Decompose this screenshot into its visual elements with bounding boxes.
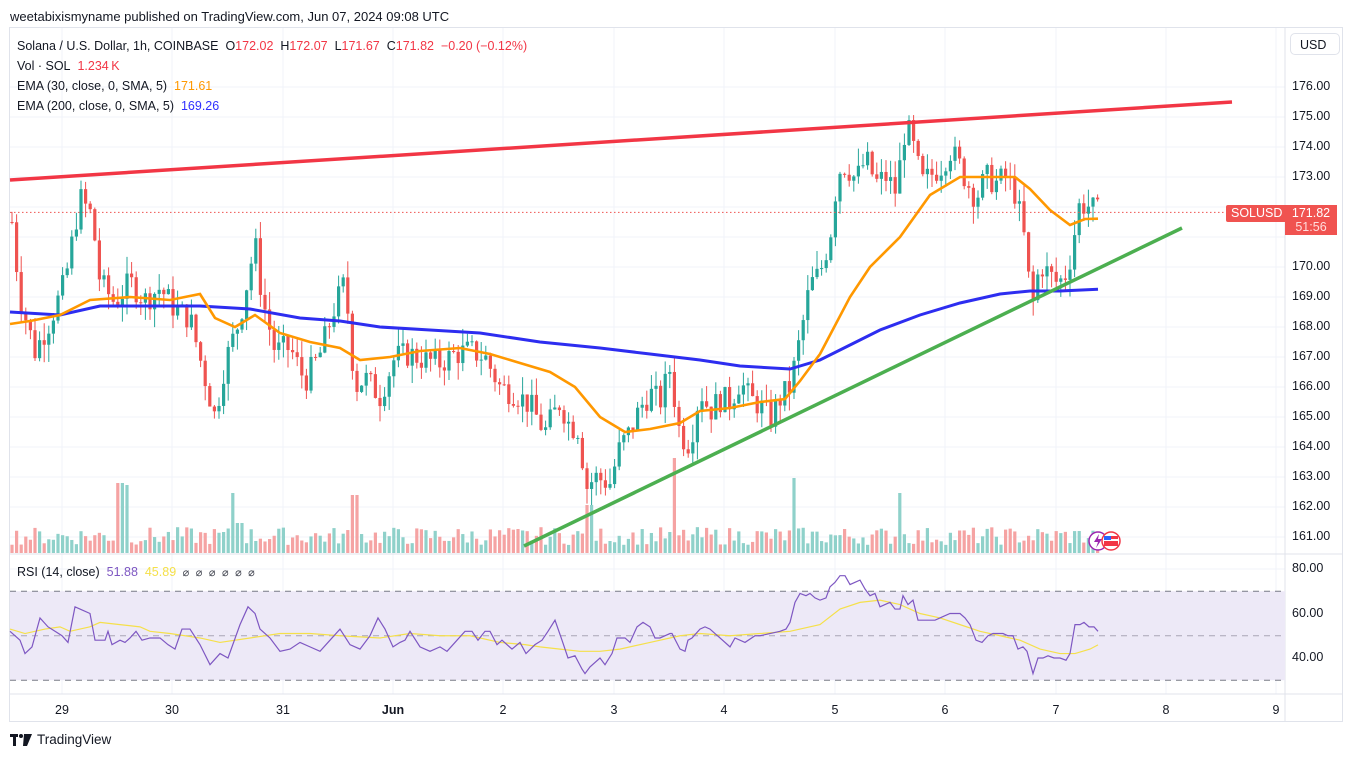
ema200-label: EMA (200, close, 0, SMA, 5) (17, 99, 175, 113)
time-tick-label: 5 (831, 703, 839, 717)
symbol-legend-row[interactable]: Solana / U.S. Dollar, 1h, COINBASE O172.… (17, 36, 527, 56)
volume-label: Vol · SOL (17, 59, 71, 73)
price-tick-label: 164.00 (1292, 439, 1331, 453)
rsi-tick-label: 80.00 (1292, 561, 1324, 575)
close-value: 171.82 (395, 39, 434, 53)
price-tick-label: 170.00 (1292, 259, 1331, 273)
price-tick-label: 168.00 (1292, 319, 1331, 333)
time-tick-label: 9 (1272, 703, 1280, 717)
price-tick-label: 163.00 (1292, 469, 1331, 483)
price-tick-label: 165.00 (1292, 409, 1331, 423)
price-tick-label: 169.00 (1292, 289, 1331, 303)
price-tick-label: 174.00 (1292, 139, 1331, 153)
high-value: 172.07 (289, 39, 328, 53)
time-tick-label: 2 (499, 703, 507, 717)
time-tick-label: 30 (165, 703, 179, 717)
rsi-legend[interactable]: RSI (14, close) 51.88 45.89 ⌀ ⌀ ⌀ ⌀ ⌀ ⌀ (17, 565, 255, 579)
price-tick-label: 175.00 (1292, 109, 1331, 123)
volume-legend-row[interactable]: Vol · SOL 1.234 K (17, 56, 527, 76)
open-value: 172.02 (235, 39, 274, 53)
main-legend: Solana / U.S. Dollar, 1h, COINBASE O172.… (17, 36, 527, 116)
null-value-icon: ⌀ (182, 567, 190, 579)
price-tick-label: 167.00 (1292, 349, 1331, 363)
time-tick-label: 31 (276, 703, 290, 717)
time-tick-label: 29 (55, 703, 69, 717)
time-tick-label: 7 (1052, 703, 1060, 717)
bar-countdown: 51:56 (1295, 220, 1327, 234)
close-label: C (386, 39, 396, 53)
ema30-label: EMA (30, close, 0, SMA, 5) (17, 79, 168, 93)
open-label: O (225, 39, 236, 53)
publish-line: weetabixismyname published on TradingVie… (10, 9, 450, 24)
time-tick-label: 4 (720, 703, 728, 717)
time-tick-label: 6 (941, 703, 949, 717)
null-value-icon: ⌀ (235, 567, 242, 579)
symbol-title: Solana / U.S. Dollar, 1h, COINBASE (17, 39, 219, 53)
price-tick-label: 162.00 (1292, 499, 1331, 513)
high-label: H (280, 39, 290, 53)
price-tick-label: 176.00 (1292, 79, 1331, 93)
low-label: L (334, 39, 342, 53)
rsi-ma-value: 45.89 (144, 565, 177, 579)
price-tick-label: 166.00 (1292, 379, 1331, 393)
tradingview-logo-icon (10, 733, 32, 746)
last-price-tag: 171.82 51:56 (1285, 205, 1337, 235)
volume-value: 1.234 K (77, 59, 120, 73)
low-value: 171.67 (341, 39, 380, 53)
rsi-tick-label: 60.00 (1292, 605, 1324, 620)
price-tick-label: 161.00 (1292, 529, 1331, 543)
time-tick-label: 8 (1162, 703, 1170, 717)
time-tick-label: 3 (610, 703, 618, 717)
ema200-value: 169.26 (180, 99, 220, 113)
rsi-tick-label: 40.00 (1292, 650, 1324, 664)
time-tick-label: Jun (381, 703, 405, 717)
null-value-icon: ⌀ (248, 567, 255, 579)
rsi-value: 51.88 (106, 565, 138, 579)
symbol-price-tag: SOLUSD (1226, 205, 1288, 222)
currency-button[interactable]: USD (1290, 33, 1340, 55)
change-value: −0.20 (−0.12%) (440, 39, 528, 53)
last-price-value: 171.82 (1291, 206, 1331, 220)
ema200-legend-row[interactable]: EMA (200, close, 0, SMA, 5) 169.26 (17, 96, 527, 116)
null-value-icon: ⌀ (195, 567, 203, 579)
brand-name: TradingView (37, 732, 112, 747)
null-value-icon: ⌀ (221, 567, 229, 579)
ema30-legend-row[interactable]: EMA (30, close, 0, SMA, 5) 171.61 (17, 76, 527, 96)
price-tick-label: 173.00 (1292, 169, 1331, 183)
null-value-icon: ⌀ (208, 567, 216, 579)
ema30-value: 171.61 (174, 79, 213, 93)
chart-frame (9, 27, 1343, 722)
tradingview-brand[interactable]: TradingView (10, 732, 111, 747)
rsi-label: RSI (14, close) (17, 565, 100, 579)
